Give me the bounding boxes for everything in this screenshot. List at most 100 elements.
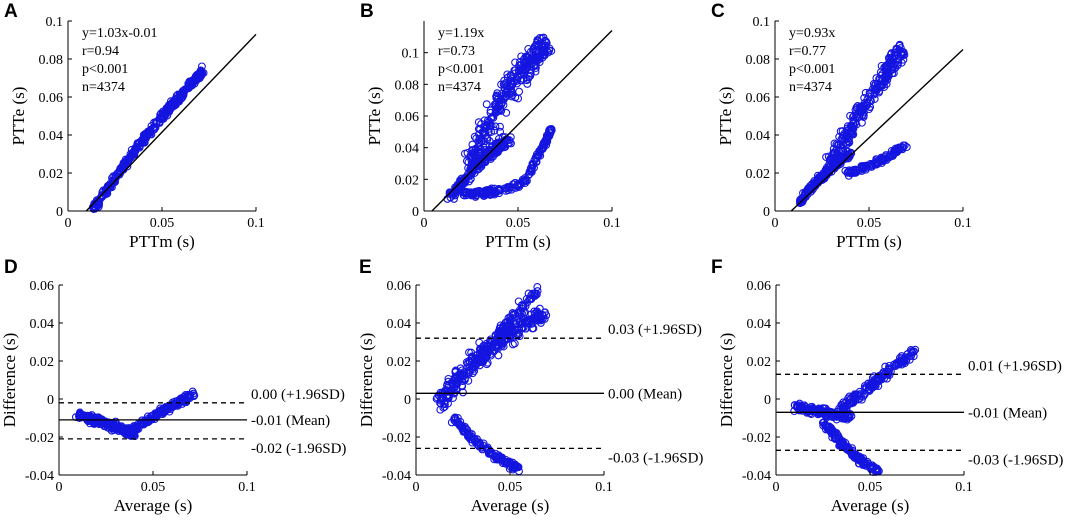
x-tick-label: 0.1 <box>238 480 256 495</box>
data-point <box>857 167 866 175</box>
data-point <box>506 318 515 327</box>
y-tick-label: -0.04 <box>25 469 54 484</box>
panel-label: D <box>4 257 18 278</box>
data-point <box>170 99 179 107</box>
x-tick-label: 0 <box>772 216 779 231</box>
data-point <box>493 89 502 98</box>
data-point <box>827 423 835 432</box>
data-point <box>844 137 853 146</box>
y-tick-label: -0.02 <box>382 431 411 446</box>
hline-label: -0.01 (Mean) <box>251 413 330 429</box>
data-point <box>535 34 544 42</box>
y-tick-label: 0.02 <box>387 355 412 370</box>
data-point <box>138 420 147 429</box>
data-point <box>479 356 488 365</box>
data-point <box>840 442 849 451</box>
data-point <box>500 90 509 99</box>
data-point <box>508 314 517 323</box>
data-point <box>507 139 515 148</box>
data-point <box>485 121 494 130</box>
stat-text: n=4374 <box>789 80 832 95</box>
data-point <box>860 459 869 468</box>
data-point <box>502 92 511 101</box>
data-point <box>197 68 206 77</box>
data-point <box>489 189 498 198</box>
data-point <box>885 54 894 63</box>
data-point <box>168 402 177 411</box>
data-point <box>543 132 552 141</box>
data-point <box>859 105 868 114</box>
data-point <box>183 84 192 93</box>
data-point <box>856 453 865 462</box>
y-tick-label: 0 <box>47 393 54 408</box>
hline-label: 0.01 (+1.96SD) <box>968 358 1062 374</box>
data-point <box>850 111 858 120</box>
data-point <box>458 177 467 186</box>
hline-label: -0.01 (Mean) <box>968 405 1047 421</box>
data-point <box>878 372 886 381</box>
data-point <box>495 454 504 463</box>
data-point <box>496 326 505 335</box>
x-axis-label: PTTm (s) <box>485 232 551 251</box>
data-point <box>829 145 838 153</box>
data-point <box>516 316 525 325</box>
panel-e: E 0.03 (+1.96SD) 0.00 (Mean) -0.03 (-1.96S… <box>357 257 703 515</box>
data-point <box>186 392 195 401</box>
data-point <box>820 174 829 183</box>
data-point <box>871 382 880 391</box>
data-point <box>871 160 880 169</box>
data-point <box>515 87 524 96</box>
data-point <box>512 77 521 85</box>
data-point <box>125 155 134 164</box>
hline-label: 0.03 (+1.96SD) <box>608 322 702 338</box>
data-point <box>177 394 186 403</box>
data-point <box>484 342 492 351</box>
data-point <box>509 462 518 471</box>
data-point <box>526 59 535 68</box>
data-point <box>464 172 473 181</box>
data-point <box>837 154 846 163</box>
panel-a: A 0 0.05 0.1 0 0.02 0.04 0.06 0.08 0.1 PTTm (s) PT… <box>4 1 265 251</box>
x-tick-label: 0.05 <box>150 216 175 231</box>
data-point <box>507 87 516 96</box>
data-point <box>523 298 532 307</box>
data-point <box>494 185 503 193</box>
data-point <box>479 128 488 137</box>
panel-b: B 0 0.05 0.1 0 0.02 0.04 0.06 0.08 0.1 PTTm (s) PT… <box>360 1 621 251</box>
data-point <box>862 161 871 170</box>
panel-c: C 0 0.05 0.1 0 0.02 0.04 0.06 0.08 0.1 PTTm (s) PT… <box>711 1 972 251</box>
y-tick-label: 0 <box>764 393 771 408</box>
y-tick-label: 0.06 <box>395 110 420 125</box>
data-point <box>849 167 858 176</box>
data-point <box>895 40 904 49</box>
data-point <box>503 70 512 79</box>
x-tick-label: 0.05 <box>857 216 882 231</box>
data-point <box>505 457 514 466</box>
y-tick-label: 0.1 <box>402 47 420 62</box>
data-point <box>515 332 524 341</box>
data-point <box>531 67 540 76</box>
data-point <box>176 91 185 99</box>
stat-text: r=0.73 <box>438 44 475 59</box>
data-point <box>488 112 497 121</box>
data-point <box>847 129 856 138</box>
data-point <box>178 93 187 102</box>
x-tick-label: 0.1 <box>954 216 972 231</box>
y-tick-label: 0.04 <box>387 317 412 332</box>
data-point <box>844 394 852 403</box>
data-point <box>454 181 463 190</box>
data-point <box>838 127 847 136</box>
data-point <box>808 180 816 189</box>
y-tick-label: 0.02 <box>747 355 772 370</box>
data-point <box>495 145 504 154</box>
x-tick-label: 0 <box>413 480 420 495</box>
y-axis-label: PTTe (s) <box>9 87 28 146</box>
data-point <box>872 155 881 164</box>
y-tick-label: 0 <box>412 205 419 220</box>
y-tick-label: 0.06 <box>30 279 55 294</box>
data-point <box>96 418 105 427</box>
y-tick-label: 0 <box>404 393 411 408</box>
data-point <box>824 152 833 161</box>
data-point <box>475 361 484 370</box>
stat-text: n=4374 <box>82 80 125 95</box>
